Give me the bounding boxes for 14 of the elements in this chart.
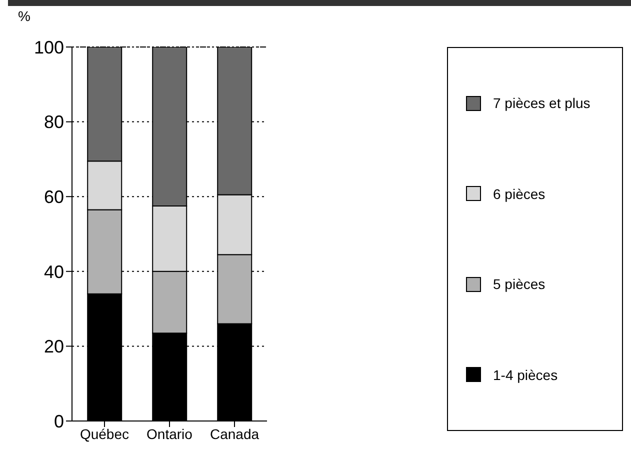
y-tick-label: 20 bbox=[44, 336, 64, 357]
x-tick-label: Canada bbox=[210, 426, 260, 442]
legend-label: 7 pièces et plus bbox=[493, 94, 592, 114]
legend-label: 6 pièces bbox=[493, 184, 546, 204]
y-axis-title: % bbox=[18, 8, 30, 24]
x-tick-label: Ontario bbox=[146, 426, 193, 442]
y-tick-label: 0 bbox=[54, 411, 64, 432]
legend-label: 5 pièces bbox=[493, 275, 546, 294]
legend-label: 1-4 pièces bbox=[493, 366, 559, 385]
y-tick-label: 40 bbox=[44, 262, 64, 282]
y-tick-label: 80 bbox=[44, 112, 64, 132]
x-tick-label: Québec bbox=[80, 426, 130, 442]
y-tick-label: 60 bbox=[44, 186, 64, 207]
y-tick-label: 100 bbox=[34, 37, 64, 58]
